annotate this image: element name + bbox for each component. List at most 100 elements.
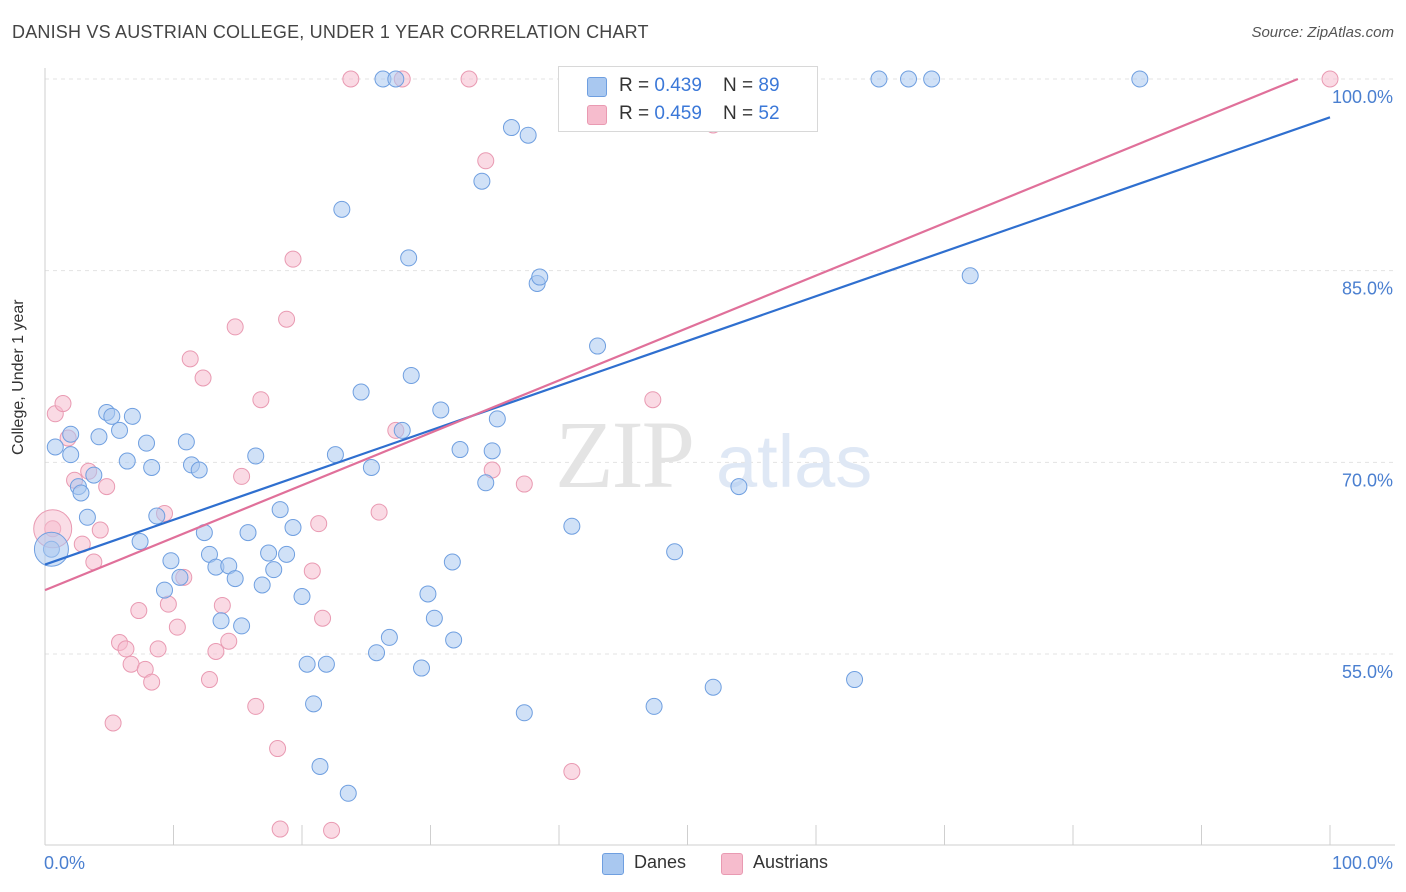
danes-point [666, 543, 684, 561]
danes-point [432, 401, 450, 419]
danes-point [846, 671, 864, 689]
watermark: ZIP atlas [555, 401, 872, 508]
legend-box: R = 0.439 N = 89 R = 0.459 N = 52 [558, 66, 818, 132]
danes-point [226, 570, 244, 588]
danes-point [177, 433, 195, 451]
danes-point [352, 383, 370, 401]
danes-point [78, 508, 96, 526]
austrians-point [252, 391, 270, 409]
danes-point [563, 517, 581, 535]
danes-point [90, 428, 108, 446]
austrians-point [271, 820, 289, 838]
austrians-point [159, 595, 177, 613]
danes-point [293, 588, 311, 605]
series-austrians-points [33, 70, 1339, 839]
danes-point [260, 544, 278, 562]
y-axis-label: College, Under 1 year [10, 299, 27, 455]
danes-point [531, 268, 549, 286]
danes-point [265, 561, 283, 579]
danes-point [239, 524, 257, 542]
austrians-point [269, 740, 287, 758]
austrians-point [194, 369, 212, 387]
danes-point [317, 655, 335, 673]
danes-point [443, 553, 461, 571]
danes-point [451, 441, 469, 459]
danes-point [419, 585, 437, 603]
danes-point [212, 612, 230, 630]
y-tick-label: 70.0% [1342, 470, 1393, 490]
danes-point [425, 609, 443, 627]
y-tick-label: 85.0% [1342, 279, 1393, 299]
danes-point [284, 519, 302, 536]
danes-point [233, 617, 251, 635]
danes-swatch [587, 77, 607, 97]
danes-point [333, 200, 351, 218]
danes-point-large [33, 531, 69, 567]
austrians-point [370, 503, 388, 521]
danes-point [400, 249, 418, 267]
danes-point [162, 552, 180, 570]
danes-point [138, 434, 156, 452]
danes-point [278, 545, 296, 563]
austrians-point [284, 250, 302, 268]
austrians-point [310, 515, 328, 533]
danes-point [131, 533, 149, 551]
austrians-n-value: 52 [758, 103, 780, 124]
austrians-point [54, 395, 72, 413]
danes-point [143, 458, 161, 476]
danes-point [326, 446, 344, 464]
danes-point [368, 644, 386, 662]
austrians-point [233, 467, 251, 485]
axes [44, 68, 1395, 846]
austrians-point [220, 632, 238, 650]
danes-point [1131, 70, 1149, 88]
danes-point [148, 507, 166, 525]
danes-point [72, 484, 90, 502]
tick-labels: 55.0% 70.0% 85.0% 100.0% 0.0% 100.0% [44, 87, 1393, 873]
danes-point [473, 172, 491, 190]
danes-point [645, 697, 663, 715]
austrians-point [314, 609, 332, 627]
danes-point [870, 70, 888, 88]
danes-point [171, 568, 189, 586]
danes-point [123, 407, 141, 425]
austrians-point [278, 310, 296, 328]
danes-point [488, 410, 506, 428]
austrians-point [130, 602, 148, 620]
danes-point [445, 631, 463, 649]
chart-title: DANISH VS AUSTRIAN COLLEGE, UNDER 1 YEAR… [12, 22, 649, 42]
austrians-point [181, 350, 199, 368]
watermark-zip: ZIP [555, 401, 693, 508]
danes-point [477, 474, 495, 492]
austrians-point [477, 152, 495, 170]
austrians-r-label: R = [619, 103, 655, 124]
austrians-point [563, 763, 581, 781]
danes-point [111, 421, 129, 439]
danes-point [402, 366, 420, 384]
austrians-point [213, 596, 231, 614]
danes-point [305, 695, 323, 713]
danes-point [362, 458, 380, 476]
danes-point [271, 501, 289, 519]
danes-point [62, 425, 80, 443]
austrians-r-value: 0.459 [654, 103, 702, 124]
austrians-point [342, 70, 360, 88]
austrians-point [98, 478, 116, 496]
danes-point [483, 442, 501, 460]
danes-point [519, 126, 537, 144]
austrians-n-label: N = [723, 103, 759, 124]
danes-trend-line [44, 116, 1331, 566]
austrians-point [143, 673, 161, 691]
austrians-point [149, 640, 167, 658]
danes-point [515, 704, 533, 722]
austrians-point [91, 521, 109, 539]
danes-r-value: 0.439 [654, 75, 702, 96]
danes-n-value: 89 [758, 75, 780, 96]
trend-lines [44, 77, 1331, 592]
austrians-trend-line [44, 77, 1299, 592]
danes-point [118, 452, 136, 470]
danes-point [589, 337, 607, 355]
danes-legend-swatch [602, 853, 624, 875]
danes-point [393, 421, 411, 439]
